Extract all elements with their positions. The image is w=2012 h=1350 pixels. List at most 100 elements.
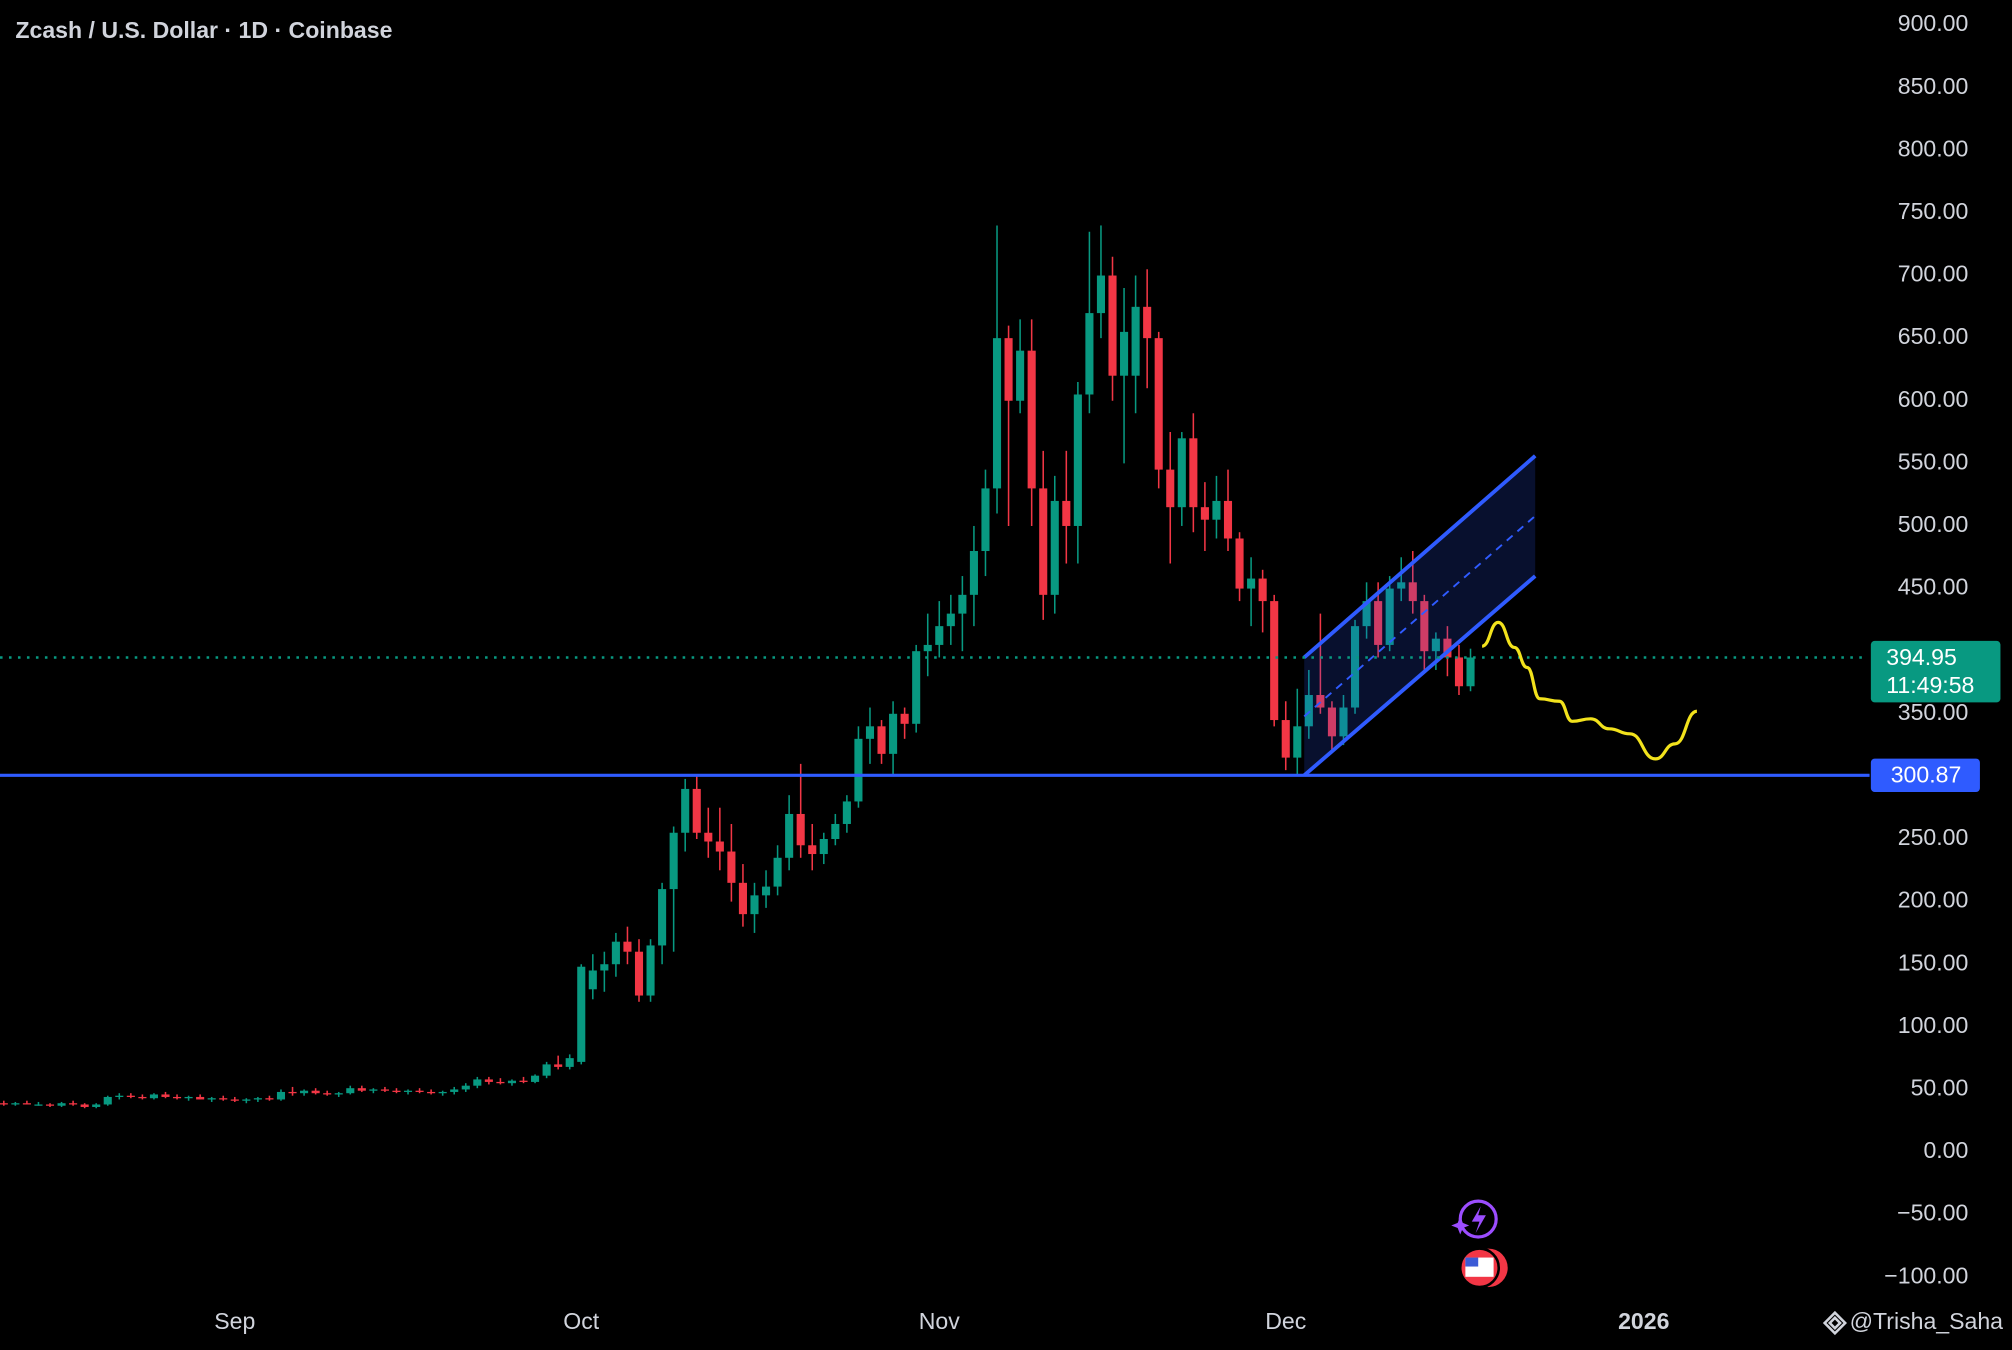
plot-area <box>0 225 1870 1109</box>
candle-body <box>808 845 817 855</box>
candle-body <box>473 1079 482 1086</box>
candle-body <box>750 895 759 915</box>
candle-body <box>831 823 840 840</box>
candle-body <box>1050 500 1059 595</box>
candle-body <box>11 1103 20 1105</box>
y-tick-label: 100.00 <box>1898 1012 1969 1038</box>
y-tick-label: 200.00 <box>1898 887 1969 913</box>
watermark: @Trisha_Saha <box>1822 1308 2004 1336</box>
candle-body <box>0 1103 8 1105</box>
candle-body <box>196 1096 205 1100</box>
candle-body <box>427 1091 436 1094</box>
candle-body <box>369 1089 378 1091</box>
x-tick-label: Oct <box>563 1308 599 1334</box>
candle-body <box>773 857 782 887</box>
candle-body <box>184 1096 193 1099</box>
candle-body <box>300 1090 309 1094</box>
candle-body <box>992 338 1002 489</box>
candle-body <box>253 1098 262 1100</box>
candle-body <box>1027 350 1036 489</box>
candle-body <box>854 738 863 802</box>
candle-body <box>646 945 655 996</box>
support-label-box <box>1870 758 1980 792</box>
candle-body <box>1177 438 1186 508</box>
candle-body <box>969 551 978 595</box>
x-tick-label: Dec <box>1265 1308 1306 1334</box>
candle-body <box>207 1098 216 1100</box>
candle-body <box>173 1096 182 1099</box>
watermark-icon <box>1822 1310 1848 1336</box>
candle-body <box>334 1093 343 1095</box>
event-icons <box>1451 1199 1508 1289</box>
y-tick-label: 850.00 <box>1898 73 1969 99</box>
candle-body <box>461 1085 470 1090</box>
candle-body <box>935 626 944 645</box>
candle-body <box>761 886 771 896</box>
candle-body <box>1073 394 1082 526</box>
candle-body <box>1327 707 1336 737</box>
candle-body <box>600 964 609 971</box>
candle-body <box>704 832 713 842</box>
candle-body <box>1235 538 1244 589</box>
candle-body <box>1420 601 1429 652</box>
candle-body <box>611 941 620 965</box>
candle-body <box>1120 331 1129 376</box>
candle-body <box>865 726 875 739</box>
channel-midline <box>1303 515 1536 718</box>
candle-body <box>565 1058 574 1067</box>
candle-body <box>69 1103 78 1105</box>
candle-body <box>507 1080 517 1084</box>
candle-body <box>1108 275 1117 376</box>
y-tick-label: 700.00 <box>1898 261 1969 287</box>
candle-body <box>1304 695 1313 727</box>
candle-body <box>877 726 886 754</box>
candle-body <box>1339 707 1348 737</box>
y-tick-label: 250.00 <box>1898 824 1969 850</box>
candle-body <box>1189 438 1198 508</box>
candle-body <box>738 882 747 915</box>
countdown-label: 11:49:58 <box>1886 672 1974 698</box>
candle-body <box>1466 657 1475 687</box>
candle-body <box>380 1089 389 1091</box>
candle-body <box>45 1104 55 1106</box>
candle-body <box>1143 306 1152 339</box>
candle-body <box>357 1088 366 1091</box>
candle-body <box>900 713 909 724</box>
candle-body <box>80 1104 89 1107</box>
candle-body <box>1223 500 1233 539</box>
candle-body <box>796 813 805 846</box>
y-tick-label: 750.00 <box>1898 198 1969 224</box>
chart-title: Zcash / U.S. Dollar · 1D · Coinbase <box>15 17 392 43</box>
candle-body <box>265 1098 274 1100</box>
candle-body <box>276 1091 286 1100</box>
candle-body <box>519 1080 528 1082</box>
candle-body <box>1258 578 1267 602</box>
watermark-text: @Trisha_Saha <box>1850 1308 2004 1334</box>
candle-body <box>1016 350 1025 401</box>
candle-body <box>1154 338 1163 470</box>
x-tick-label: 2026 <box>1618 1308 1669 1334</box>
x-tick-label: Nov <box>919 1308 961 1334</box>
y-tick-label: 900.00 <box>1898 10 1969 36</box>
candle-body <box>115 1095 124 1097</box>
candle-body <box>634 951 644 996</box>
candle-body <box>1281 720 1290 758</box>
y-tick-label: 450.00 <box>1898 574 1969 600</box>
last-price-box <box>1870 640 2001 703</box>
candle-body <box>219 1098 228 1100</box>
candle-body <box>1350 626 1360 708</box>
y-tick-label: 600.00 <box>1898 386 1969 412</box>
candle-body <box>981 488 990 552</box>
candle-body <box>912 651 921 724</box>
candle-body <box>727 851 736 883</box>
candle-body <box>542 1064 551 1076</box>
candle-body <box>692 788 701 833</box>
candle-body <box>496 1081 505 1084</box>
y-tick-label: −50.00 <box>1897 1200 1968 1226</box>
candle-body <box>1004 338 1013 401</box>
candle-body <box>1200 507 1209 520</box>
candle-body <box>34 1104 43 1106</box>
candle-body <box>22 1103 31 1105</box>
